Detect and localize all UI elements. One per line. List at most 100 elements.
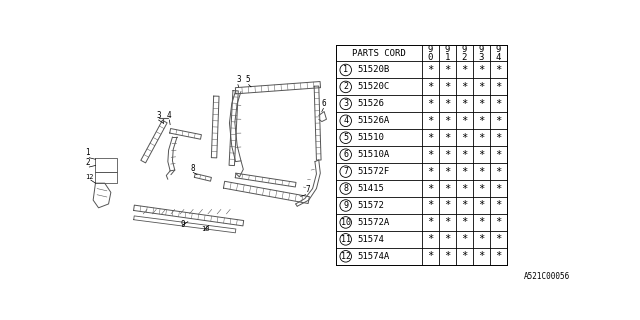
Text: *: *: [495, 201, 501, 211]
Text: 2: 2: [343, 83, 348, 92]
Text: 6: 6: [343, 150, 348, 159]
Text: 1: 1: [86, 148, 90, 157]
Text: *: *: [478, 251, 484, 261]
Text: 11: 11: [340, 235, 351, 244]
Text: 7: 7: [343, 167, 348, 176]
Text: *: *: [444, 99, 451, 109]
Text: *: *: [461, 167, 467, 177]
Text: 8: 8: [191, 164, 196, 173]
Text: *: *: [478, 167, 484, 177]
Text: 1: 1: [343, 66, 348, 75]
Text: *: *: [428, 133, 433, 143]
Text: *: *: [478, 184, 484, 194]
Text: 9
2: 9 2: [461, 44, 467, 61]
Text: *: *: [444, 150, 451, 160]
Circle shape: [340, 115, 351, 127]
Text: *: *: [461, 201, 467, 211]
Text: 51572A: 51572A: [357, 218, 390, 227]
Text: *: *: [478, 150, 484, 160]
Text: 51574A: 51574A: [357, 252, 390, 261]
Text: *: *: [428, 234, 433, 244]
Text: *: *: [461, 133, 467, 143]
Text: *: *: [444, 133, 451, 143]
Text: 12: 12: [340, 252, 351, 261]
Text: *: *: [495, 133, 501, 143]
Text: 3: 3: [156, 111, 161, 120]
Text: 9
1: 9 1: [445, 44, 450, 61]
Text: *: *: [428, 251, 433, 261]
Text: 4: 4: [343, 116, 348, 125]
Text: *: *: [495, 167, 501, 177]
Circle shape: [340, 217, 351, 228]
Text: 5: 5: [343, 133, 348, 142]
Text: *: *: [461, 251, 467, 261]
Text: 51415: 51415: [357, 184, 384, 193]
Text: 51572: 51572: [357, 201, 384, 210]
Text: 51520B: 51520B: [357, 66, 390, 75]
Text: *: *: [444, 234, 451, 244]
Circle shape: [340, 200, 351, 211]
Text: *: *: [428, 82, 433, 92]
Text: *: *: [495, 65, 501, 75]
Circle shape: [340, 183, 351, 194]
Text: *: *: [444, 65, 451, 75]
Text: *: *: [461, 150, 467, 160]
Text: *: *: [495, 251, 501, 261]
Text: *: *: [495, 99, 501, 109]
Text: *: *: [428, 65, 433, 75]
Text: *: *: [461, 217, 467, 228]
Text: *: *: [478, 234, 484, 244]
Text: 9: 9: [180, 220, 185, 229]
Circle shape: [340, 98, 351, 110]
Text: *: *: [444, 201, 451, 211]
Circle shape: [340, 149, 351, 160]
Text: *: *: [478, 65, 484, 75]
Text: 51572F: 51572F: [357, 167, 390, 176]
Text: *: *: [478, 82, 484, 92]
Text: *: *: [444, 251, 451, 261]
Text: *: *: [478, 217, 484, 228]
Text: *: *: [495, 82, 501, 92]
Text: *: *: [428, 150, 433, 160]
Text: *: *: [428, 184, 433, 194]
Text: *: *: [478, 116, 484, 126]
Bar: [336, 44, 507, 265]
Text: 7: 7: [306, 185, 310, 194]
Text: *: *: [444, 167, 451, 177]
Text: *: *: [495, 116, 501, 126]
Text: *: *: [461, 82, 467, 92]
Text: 51510: 51510: [357, 133, 384, 142]
Text: *: *: [444, 217, 451, 228]
Text: *: *: [428, 116, 433, 126]
Circle shape: [340, 251, 351, 262]
Text: *: *: [478, 99, 484, 109]
Text: 9
4: 9 4: [495, 44, 501, 61]
Text: 3: 3: [236, 75, 241, 84]
Text: 51510A: 51510A: [357, 150, 390, 159]
Text: *: *: [495, 150, 501, 160]
Text: 4: 4: [166, 111, 171, 120]
Text: *: *: [461, 99, 467, 109]
Text: *: *: [428, 167, 433, 177]
Text: 51526: 51526: [357, 99, 384, 108]
Text: *: *: [444, 184, 451, 194]
Text: *: *: [461, 184, 467, 194]
Text: A521C00056: A521C00056: [524, 272, 570, 281]
Text: 10: 10: [340, 218, 351, 227]
Circle shape: [340, 132, 351, 143]
Circle shape: [340, 64, 351, 76]
Text: PARTS CORD: PARTS CORD: [352, 49, 406, 58]
Text: *: *: [461, 65, 467, 75]
Text: 5: 5: [246, 75, 250, 84]
Text: 6: 6: [322, 99, 326, 108]
Text: *: *: [495, 184, 501, 194]
Text: *: *: [444, 116, 451, 126]
Text: 8: 8: [343, 184, 348, 193]
Text: *: *: [428, 201, 433, 211]
Text: 51520C: 51520C: [357, 83, 390, 92]
Text: *: *: [461, 234, 467, 244]
Circle shape: [340, 81, 351, 93]
Circle shape: [340, 166, 351, 177]
Text: *: *: [428, 99, 433, 109]
Text: 12: 12: [86, 173, 94, 180]
